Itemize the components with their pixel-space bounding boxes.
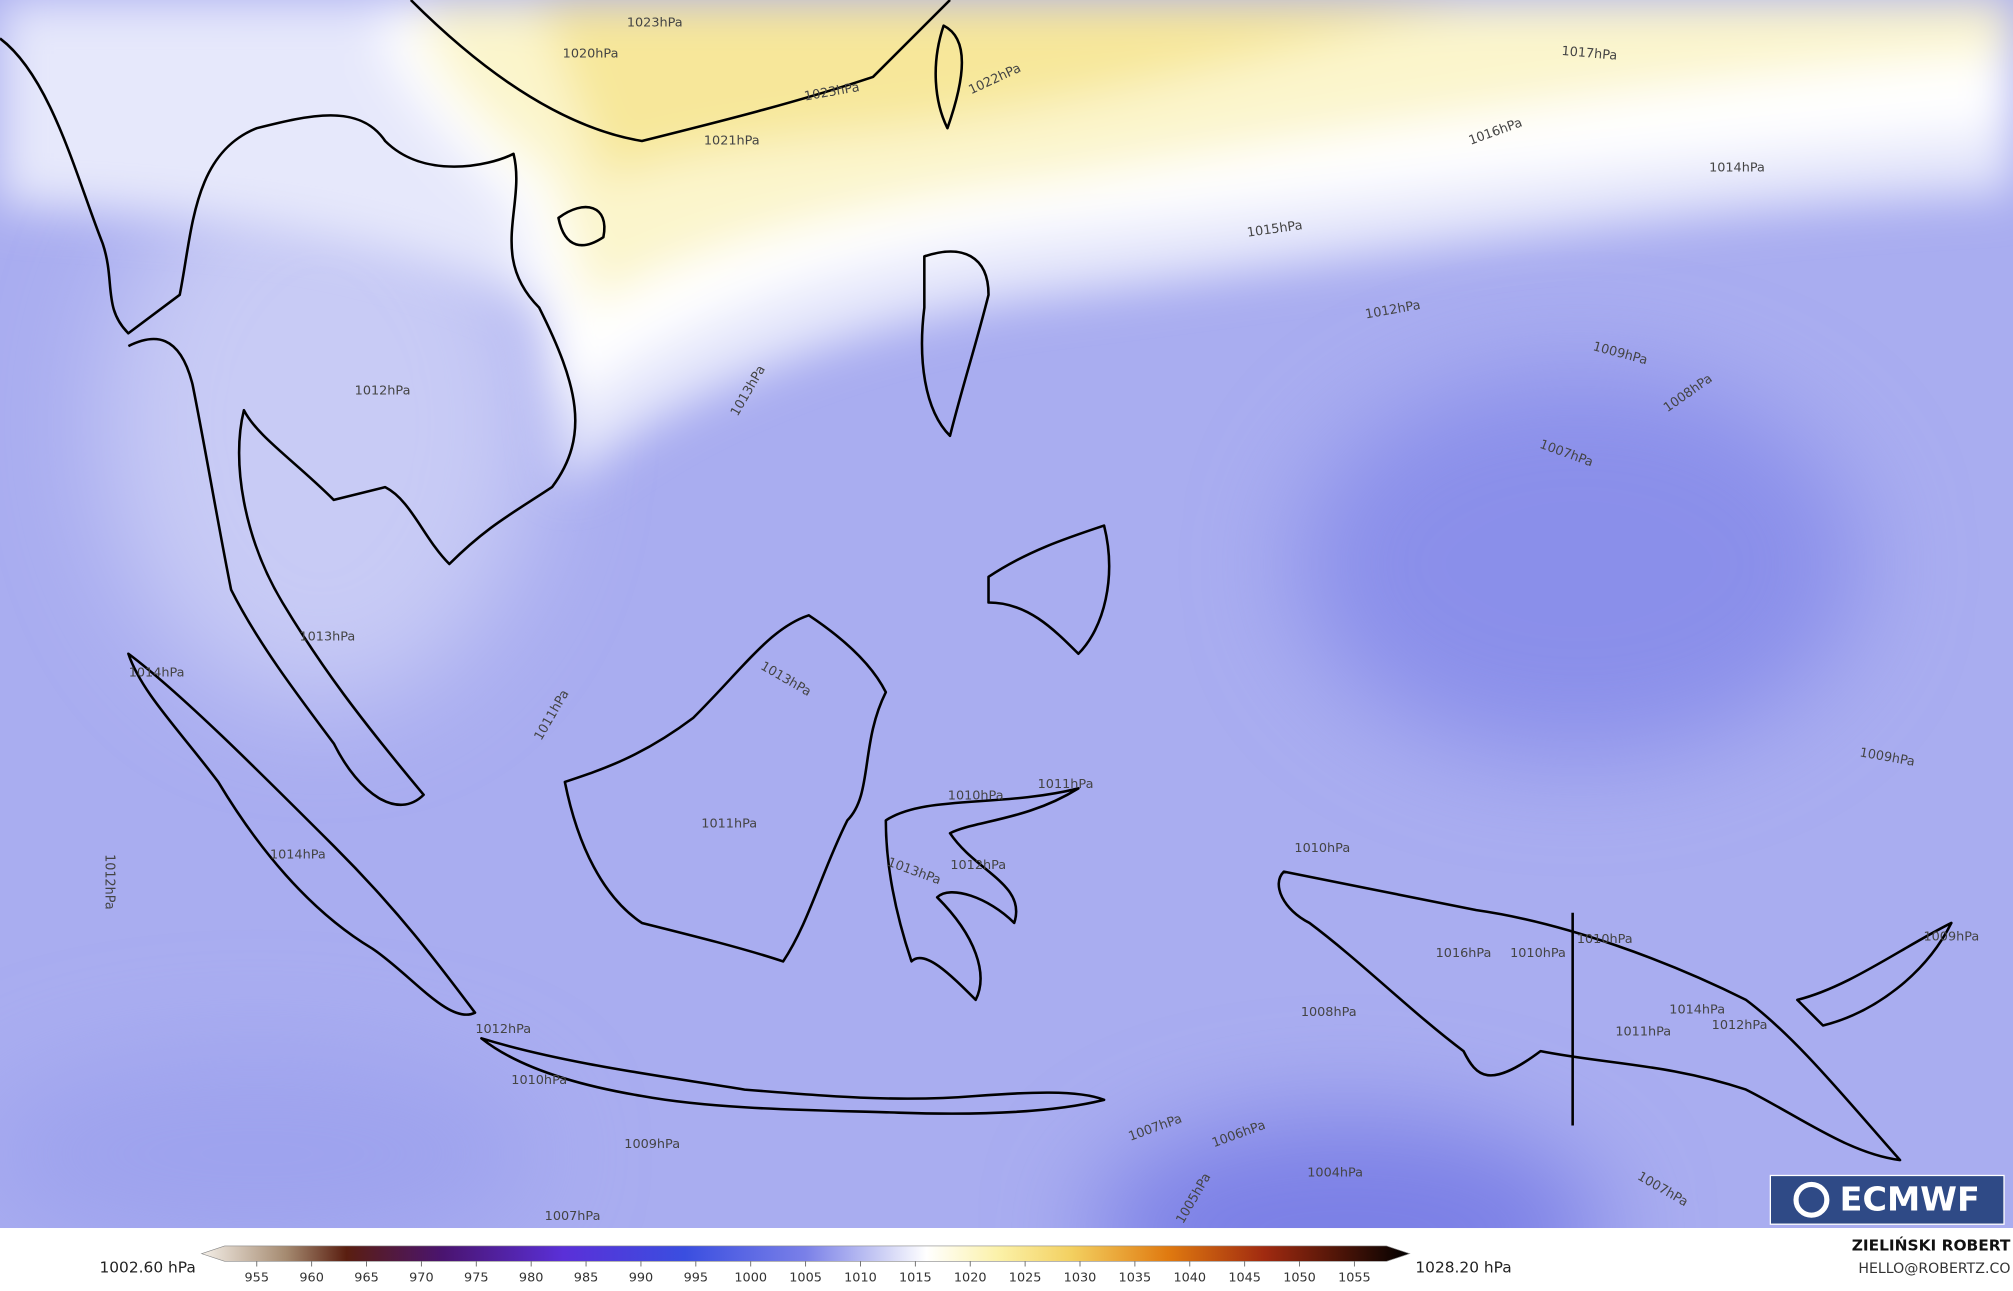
isobar-label: 1012hPa [950,858,1006,873]
isobar-label: 1017hPa [1561,44,1618,64]
isobar-label: 1014hPa [270,848,326,863]
isobar-label: 1011hPa [1038,777,1094,792]
isobar-label: 1021hPa [704,134,760,149]
colorbar-tick-label: 1000 [734,1271,767,1286]
isobar-label: 1009hPa [1923,930,1979,945]
isobar-label: 1010hPa [948,789,1004,804]
colorbar-tick-label: 1020 [954,1271,987,1286]
colorbar-tick-label: 1035 [1119,1271,1152,1286]
colorbar-tick-label: 995 [684,1271,708,1286]
colorbar-tick-label: 990 [629,1271,653,1286]
contact: HELLO@ROBERTZ.CO [1858,1261,2010,1277]
isobar-label: 1020hPa [563,46,619,61]
colorbar-tick-label: 1050 [1283,1271,1316,1286]
colorbar-tick-label: 1015 [899,1271,932,1286]
colorbar-tick-label: 1025 [1009,1271,1042,1286]
colorbar-tick-label: 985 [574,1271,598,1286]
isobar-label: 1011hPa [1615,1024,1671,1039]
isobar-label: 1010hPa [1577,932,1633,947]
isobar-label: 1010hPa [511,1073,567,1088]
colorbar-tick-label: 1030 [1064,1271,1097,1286]
colorbar-tick-label: 970 [409,1271,433,1286]
isobar-label: 1012hPa [355,383,411,398]
isobar-label: 1014hPa [1669,1003,1725,1018]
isobar-label: 1010hPa [1294,841,1350,856]
isobar-label: 1012hPa [475,1022,531,1037]
coastlines [0,0,1953,1162]
colorbar-tick-label: 1005 [789,1271,822,1286]
colorbar-tick-label: 975 [464,1271,488,1286]
isobar-label: 1009hPa [624,1137,680,1152]
colorbar-tick-label: 1010 [844,1271,877,1286]
isobar-label: 1012hPa [1712,1018,1768,1033]
colorbar-ticks: 955 960 965 970 975 980 985 990 995 1000 1005 1010 1… [245,1261,1371,1286]
colorbar-max: 1028.20 hPa [1415,1258,1511,1276]
colorbar-tick-label: 960 [299,1271,323,1286]
colorbar-tick-label: 965 [354,1271,378,1286]
colorbar-tick-label: 1055 [1338,1271,1371,1286]
colorbar-tick-label: 1040 [1173,1271,1206,1286]
isobar-label: 1007hPa [545,1209,601,1224]
colorbar-min: 1002.60 hPa [99,1258,195,1276]
isobar-label: 1013hPa [299,630,355,645]
isobar-label: 1010hPa [1510,946,1566,961]
colorbar [200,1245,1411,1262]
logo-text: ECMWF [1840,1180,1980,1219]
author: ZIELIŃSKI ROBERT [1852,1235,2011,1254]
isobar-label: 1012hPa [102,854,117,910]
colorbar-tick-label: 980 [519,1271,543,1286]
isobar-label: 1008hPa [1301,1005,1357,1020]
colorbar-tick-label: 1045 [1228,1271,1261,1286]
isobar-label: 1011hPa [701,817,757,832]
isobar-label: 1014hPa [1709,160,1765,175]
isobar-label: 1004hPa [1307,1165,1363,1180]
isobar-label: 1016hPa [1436,946,1492,961]
isobar-label: 1023hPa [627,16,683,31]
isobar-label: 1014hPa [129,665,185,680]
logo-box: ECMWF [1769,1174,2005,1225]
colorbar-tick-label: 955 [245,1271,269,1286]
